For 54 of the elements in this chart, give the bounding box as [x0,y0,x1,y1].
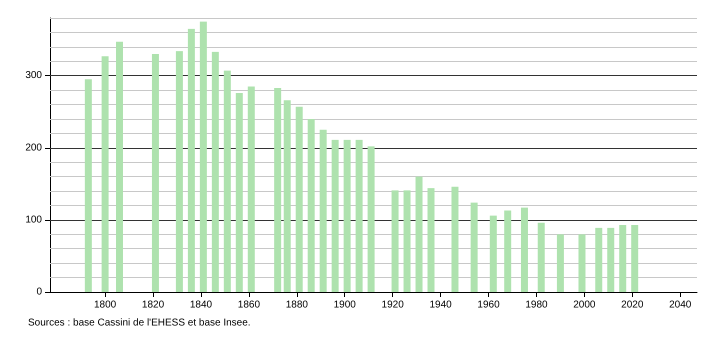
x-tick-label: 1940 [429,300,452,310]
bar [428,188,435,292]
x-tick-label: 1920 [382,300,404,310]
bar [392,190,399,292]
bar [631,224,638,292]
bar [188,28,195,292]
bar [619,224,626,292]
y-tick-label: 200 [25,142,42,154]
x-tick-label: 1820 [142,300,165,310]
x-tick-label: 2040 [669,300,692,310]
bar [176,51,183,292]
x-tick-label: 1880 [286,300,308,310]
bar [504,210,512,292]
x-tick-label: 2000 [573,300,596,310]
bar [236,92,243,292]
bar [84,79,92,292]
bar [538,222,545,292]
bar [284,100,291,292]
x-tick-label: 1900 [334,300,356,310]
y-tick-label: 100 [25,214,42,226]
bar [451,186,458,292]
bar [356,140,363,292]
bar [416,176,423,292]
bar [520,208,528,292]
x-tick-label: 1960 [477,300,500,310]
bar [224,70,231,292]
bar [308,118,315,292]
x-tick-label: 1800 [94,300,117,310]
y-tick-label: 0 [36,286,42,298]
x-tick-label: 1860 [238,300,260,310]
bar [344,140,351,292]
bar [607,228,614,292]
x-tick-label: 2020 [621,300,644,310]
bar [332,140,339,292]
bar [595,228,602,292]
bar [368,146,375,292]
bar [274,88,282,292]
bar [578,234,586,292]
bar [490,216,497,292]
bar [212,52,219,292]
x-tick-label: 1980 [525,300,548,310]
bar [102,56,109,292]
bar [116,42,123,292]
bar [152,54,159,292]
x-tick-label: 1840 [190,300,213,310]
source-note: Sources : base Cassini de l'EHESS et base Insee. [28,318,251,328]
bar [296,106,303,292]
y-tick-label: 300 [25,70,42,82]
bar [320,130,327,292]
bar [200,22,207,292]
bar [556,234,564,292]
bar [470,202,478,292]
bar [248,86,255,292]
bar [404,190,411,292]
